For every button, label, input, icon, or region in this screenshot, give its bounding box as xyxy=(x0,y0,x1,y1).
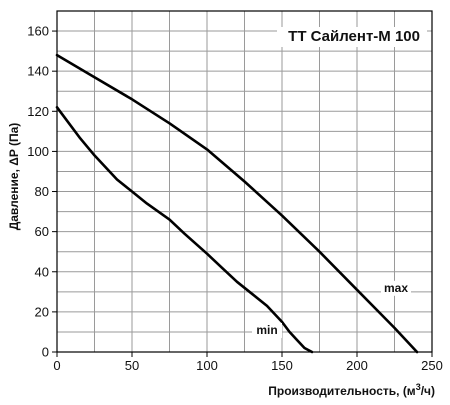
titles: Давление, ΔP (Па) Производительность, (м… xyxy=(7,27,435,398)
x-tick-label: 250 xyxy=(421,358,443,373)
annotations: max min xyxy=(252,280,411,338)
tick-labels: 0 50 100 150 200 250 0 20 40 60 80 100 120 140 160 xyxy=(27,24,443,373)
y-tick-label: 160 xyxy=(27,24,49,39)
x-tick-label: 50 xyxy=(125,358,139,373)
curve-label-max: max xyxy=(384,281,408,295)
y-tick-label: 40 xyxy=(35,264,49,279)
y-tick-label: 60 xyxy=(35,224,49,239)
y-tick-label: 20 xyxy=(35,304,49,319)
y-tick-label: 0 xyxy=(42,345,49,360)
x-tick-label: 100 xyxy=(196,358,218,373)
title-background xyxy=(277,27,427,47)
x-axis-title: Производительность, (м3/ч) xyxy=(268,382,435,398)
x-axis-title-sup: 3 xyxy=(416,382,421,392)
annotation-background xyxy=(252,322,282,338)
y-tick-label: 120 xyxy=(27,104,49,119)
x-tick-label: 0 xyxy=(53,358,60,373)
x-tick-label: 150 xyxy=(271,358,293,373)
y-tick-label: 100 xyxy=(27,144,49,159)
y-axis-title: Давление, ΔP (Па) xyxy=(7,123,21,231)
series-group xyxy=(55,53,419,354)
grid xyxy=(57,11,432,352)
plot-frame xyxy=(56,10,433,353)
x-tick-label: 200 xyxy=(346,358,368,373)
chart-title: ТТ Сайлент-М 100 xyxy=(288,28,420,45)
series-line-min xyxy=(55,106,314,354)
annotation-background xyxy=(381,280,411,296)
curve-label-min: min xyxy=(256,323,277,337)
series-line-max xyxy=(55,53,419,354)
y-tick-label: 140 xyxy=(27,64,49,79)
axes xyxy=(52,10,433,357)
y-tick-label: 80 xyxy=(35,184,49,199)
x-axis-title-main: Производительность, (м xyxy=(268,384,416,398)
x-axis-title-end: /ч) xyxy=(421,384,435,398)
